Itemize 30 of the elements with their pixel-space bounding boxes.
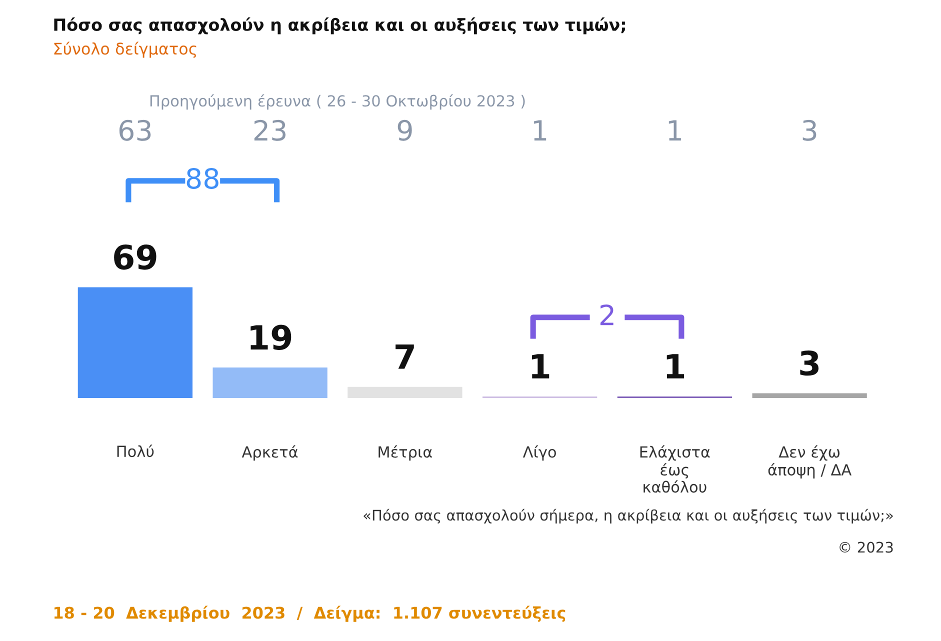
x-tick-label: Δεν έχω άποψη / ΔΑ [768, 445, 852, 479]
data-label: 69 [114, 244, 156, 270]
text: 23 [254, 120, 286, 141]
text: 18 - 20 Δεκεμβρίου 2023 / Δείγμα: 1.107 συνεντεύξεις [54, 606, 566, 622]
text: «Πόσο σας απασχολούν σήμερα, η ακρίβεια και οι αυξήσεις των τιμών;» [364, 508, 893, 524]
text: 9 [398, 120, 412, 141]
bar [348, 386, 462, 398]
text: © 2023 [840, 542, 893, 553]
bar [212, 368, 328, 398]
data-label: 7 [396, 344, 414, 369]
data-label: 1 [532, 354, 550, 378]
bar [78, 287, 193, 398]
data-label: 3 [800, 350, 819, 376]
text: 1 [668, 120, 681, 140]
annotation: 2 [600, 304, 614, 326]
x-tick-label: Λίγο [522, 445, 556, 461]
text: Προηγούμενη έρευνα ( 26 - 30 Οκτωβρίου 2023 ) [150, 94, 525, 110]
chart-subtitle: Σύνολο δείγματος [54, 42, 196, 58]
x-tick-label: Ελάχιστα έως καθόλου [640, 445, 710, 493]
text: 1 [534, 120, 546, 140]
chart-title: Πόσο σας απασχολούν η ακρίβεια και οι αυξήσεις των τιμών; [54, 17, 625, 34]
bar [752, 393, 867, 398]
x-tick-label: Μέτρια [378, 445, 432, 461]
data-label: 1 [666, 354, 684, 378]
text: 63 [119, 120, 151, 141]
text: 88 [186, 168, 218, 189]
x-tick-label: Αρκετά [242, 445, 298, 461]
x-tick-label: Πολύ [117, 444, 154, 458]
data-label: 19 [250, 324, 292, 350]
text: 3 [802, 120, 816, 141]
